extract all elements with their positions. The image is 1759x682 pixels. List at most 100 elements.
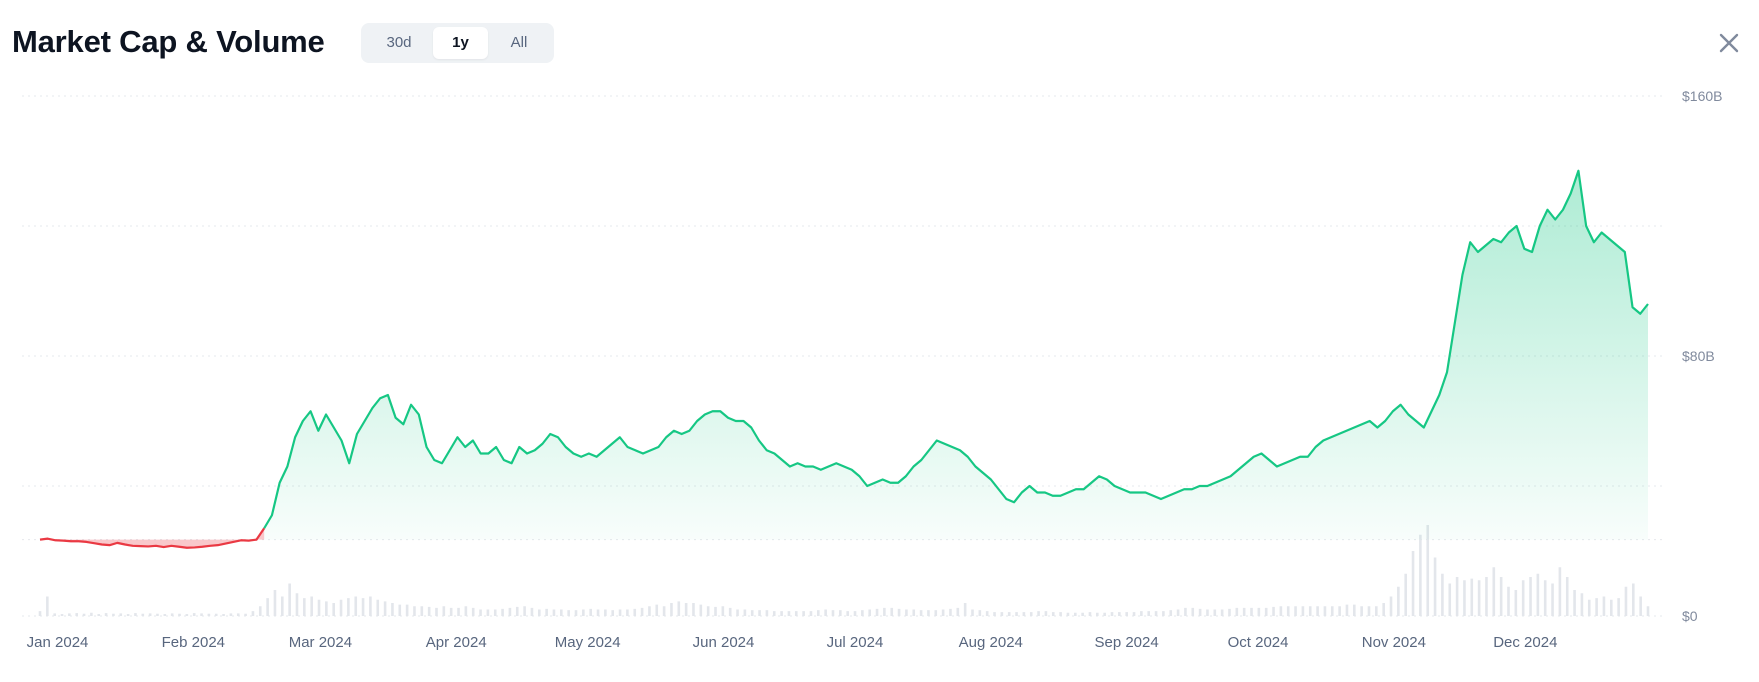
volume-bar <box>192 613 196 616</box>
volume-bar <box>1587 599 1591 616</box>
volume-bar <box>971 609 974 616</box>
close-icon[interactable] <box>1714 28 1744 58</box>
volume-bar <box>156 613 159 616</box>
volume-bar <box>97 614 101 616</box>
volume-bar <box>1646 606 1650 616</box>
volume-bar <box>1632 583 1635 616</box>
volume-bar <box>1558 567 1562 616</box>
volume-bar <box>1301 606 1305 616</box>
volume-bar <box>743 609 747 616</box>
volume-bar <box>126 614 130 616</box>
volume-bar <box>677 601 681 616</box>
tab-1y[interactable]: 1y <box>433 27 488 59</box>
volume-bar <box>875 608 879 616</box>
volume-bar <box>1044 611 1048 616</box>
volume-bar <box>464 606 468 616</box>
volume-bar <box>1125 612 1128 616</box>
market-cap-area <box>39 169 1649 549</box>
y-tick-label: $0 <box>1682 608 1698 624</box>
volume-bar <box>802 611 805 616</box>
volume-bar <box>325 601 328 616</box>
volume-bar <box>405 604 409 616</box>
volume-bar <box>809 611 813 616</box>
volume-bar <box>1235 607 1239 616</box>
volume-bar <box>457 607 460 616</box>
volume-bar <box>919 610 923 616</box>
volume-bar <box>1118 612 1121 616</box>
volume-bar <box>442 606 446 616</box>
volume-bar <box>383 601 387 616</box>
volume-bar <box>479 609 482 616</box>
volume-bar <box>523 606 526 616</box>
y-tick-label: $160B <box>1682 88 1722 104</box>
volume-bar <box>1617 598 1620 616</box>
volume-bar <box>339 599 343 616</box>
volume-bar <box>1521 580 1525 616</box>
volume-bar <box>1360 606 1363 616</box>
volume-bar <box>1162 611 1165 616</box>
volume-bar <box>699 604 703 616</box>
volume-bar <box>1345 604 1349 616</box>
x-axis-labels: Jan 2024 Feb 2024 Mar 2024 Apr 2024 May 2024… <box>27 634 1558 651</box>
volume-bar <box>552 609 556 616</box>
volume-bar <box>692 603 695 616</box>
tab-30d[interactable]: 30d <box>386 34 412 51</box>
volume-bar <box>611 610 615 616</box>
volume-bar <box>347 598 350 616</box>
volume-bar <box>1367 606 1371 616</box>
volume-bar <box>170 613 174 616</box>
volume-bar <box>1419 534 1422 616</box>
volume-bar <box>993 612 996 616</box>
x-tick-label: Nov 2024 <box>1362 634 1426 651</box>
volume-bar <box>369 596 372 616</box>
volume-bar <box>295 593 299 616</box>
volume-bar <box>934 610 938 616</box>
volume-bar <box>119 613 123 616</box>
x-tick-label: Jan 2024 <box>27 634 89 651</box>
volume-bar <box>941 609 945 616</box>
volume-bar <box>1529 577 1532 616</box>
volume-bar <box>1404 573 1407 616</box>
volume-bar <box>141 613 145 616</box>
volume-bar <box>281 596 284 616</box>
volume-bar <box>508 607 512 616</box>
volume-bar <box>758 610 761 616</box>
volume-bar <box>229 613 233 616</box>
volume-bar <box>53 613 56 616</box>
volume-bar <box>515 606 519 616</box>
volume-bar <box>949 608 952 616</box>
volume-bar <box>1228 608 1231 616</box>
volume-bar <box>912 609 916 616</box>
volume-bar <box>567 610 570 616</box>
volume-bar <box>648 606 651 616</box>
volume-bar <box>486 609 490 616</box>
volume-bar <box>706 606 710 616</box>
volume-bar <box>1470 578 1474 616</box>
volume-bar <box>1022 612 1026 616</box>
volume-bar <box>1110 612 1114 616</box>
volume-bar <box>831 610 835 616</box>
market-cap-down-line <box>39 527 266 549</box>
volume-bar <box>1154 611 1158 616</box>
volume-bar <box>1316 606 1319 616</box>
volume-bar <box>288 583 291 616</box>
volume-bar <box>163 614 167 616</box>
volume-bar <box>582 609 585 616</box>
volume-bar <box>1323 606 1327 616</box>
volume-bar <box>765 610 769 616</box>
volume-bar <box>721 606 725 616</box>
volume-bar <box>148 613 152 616</box>
volume-bar <box>46 596 49 616</box>
volume-bar <box>273 590 277 616</box>
market-cap-down-fill <box>40 528 265 548</box>
volume-bar <box>714 606 717 616</box>
volume-bar <box>728 607 732 616</box>
volume-bar <box>868 609 871 616</box>
volume-bar <box>376 599 380 616</box>
tab-all[interactable]: All <box>510 34 528 51</box>
volume-bar <box>530 607 534 616</box>
volume-bar <box>890 607 894 616</box>
volume-bar <box>956 607 960 616</box>
volume-bar <box>1536 573 1540 616</box>
volume-bar <box>1448 583 1452 616</box>
